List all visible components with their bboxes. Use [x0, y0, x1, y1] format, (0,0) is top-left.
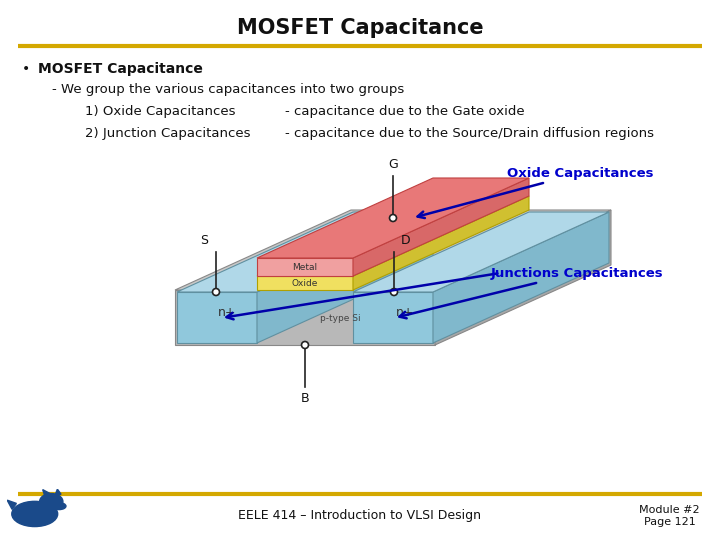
Text: S: S: [200, 234, 208, 247]
Polygon shape: [353, 212, 609, 292]
Polygon shape: [353, 292, 433, 343]
Polygon shape: [435, 210, 611, 345]
Circle shape: [390, 288, 397, 295]
Text: Metal: Metal: [292, 262, 318, 272]
Text: - capacitance due to the Gate oxide: - capacitance due to the Gate oxide: [285, 105, 525, 118]
Polygon shape: [257, 196, 529, 276]
Polygon shape: [257, 212, 433, 343]
Polygon shape: [42, 490, 51, 497]
Polygon shape: [353, 178, 529, 276]
Text: Module #2
Page 121: Module #2 Page 121: [639, 505, 700, 527]
Text: EELE 414 – Introduction to VLSI Design: EELE 414 – Introduction to VLSI Design: [238, 510, 482, 523]
Circle shape: [302, 341, 308, 348]
Circle shape: [390, 214, 397, 221]
Text: MOSFET Capacitance: MOSFET Capacitance: [237, 18, 483, 38]
Polygon shape: [55, 489, 61, 496]
Text: p-type Si: p-type Si: [320, 314, 360, 323]
Text: G: G: [388, 159, 398, 172]
Polygon shape: [433, 212, 609, 343]
Ellipse shape: [53, 503, 66, 510]
Text: B: B: [301, 392, 310, 404]
Polygon shape: [7, 500, 17, 509]
Polygon shape: [175, 210, 611, 290]
Polygon shape: [257, 178, 529, 258]
Text: •: •: [22, 62, 30, 76]
Polygon shape: [257, 258, 353, 276]
Text: Junctions Capacitances: Junctions Capacitances: [400, 267, 663, 318]
Ellipse shape: [12, 501, 58, 526]
Circle shape: [212, 288, 220, 295]
Polygon shape: [175, 290, 435, 345]
Polygon shape: [353, 196, 529, 290]
Text: - We group the various capacitances into two groups: - We group the various capacitances into…: [52, 84, 404, 97]
Text: 2) Junction Capacitances: 2) Junction Capacitances: [85, 127, 251, 140]
Text: n+: n+: [396, 307, 414, 320]
Text: D: D: [401, 234, 411, 247]
Polygon shape: [177, 292, 257, 343]
Text: MOSFET Capacitance: MOSFET Capacitance: [38, 62, 203, 76]
Text: n+: n+: [217, 307, 236, 320]
Ellipse shape: [40, 494, 63, 510]
Text: Oxide: Oxide: [292, 279, 318, 287]
Polygon shape: [257, 276, 353, 290]
Text: 1) Oxide Capacitances: 1) Oxide Capacitances: [85, 105, 235, 118]
Polygon shape: [177, 212, 433, 292]
Text: Oxide Capacitances: Oxide Capacitances: [418, 166, 654, 218]
Text: - capacitance due to the Source/Drain diffusion regions: - capacitance due to the Source/Drain di…: [285, 127, 654, 140]
